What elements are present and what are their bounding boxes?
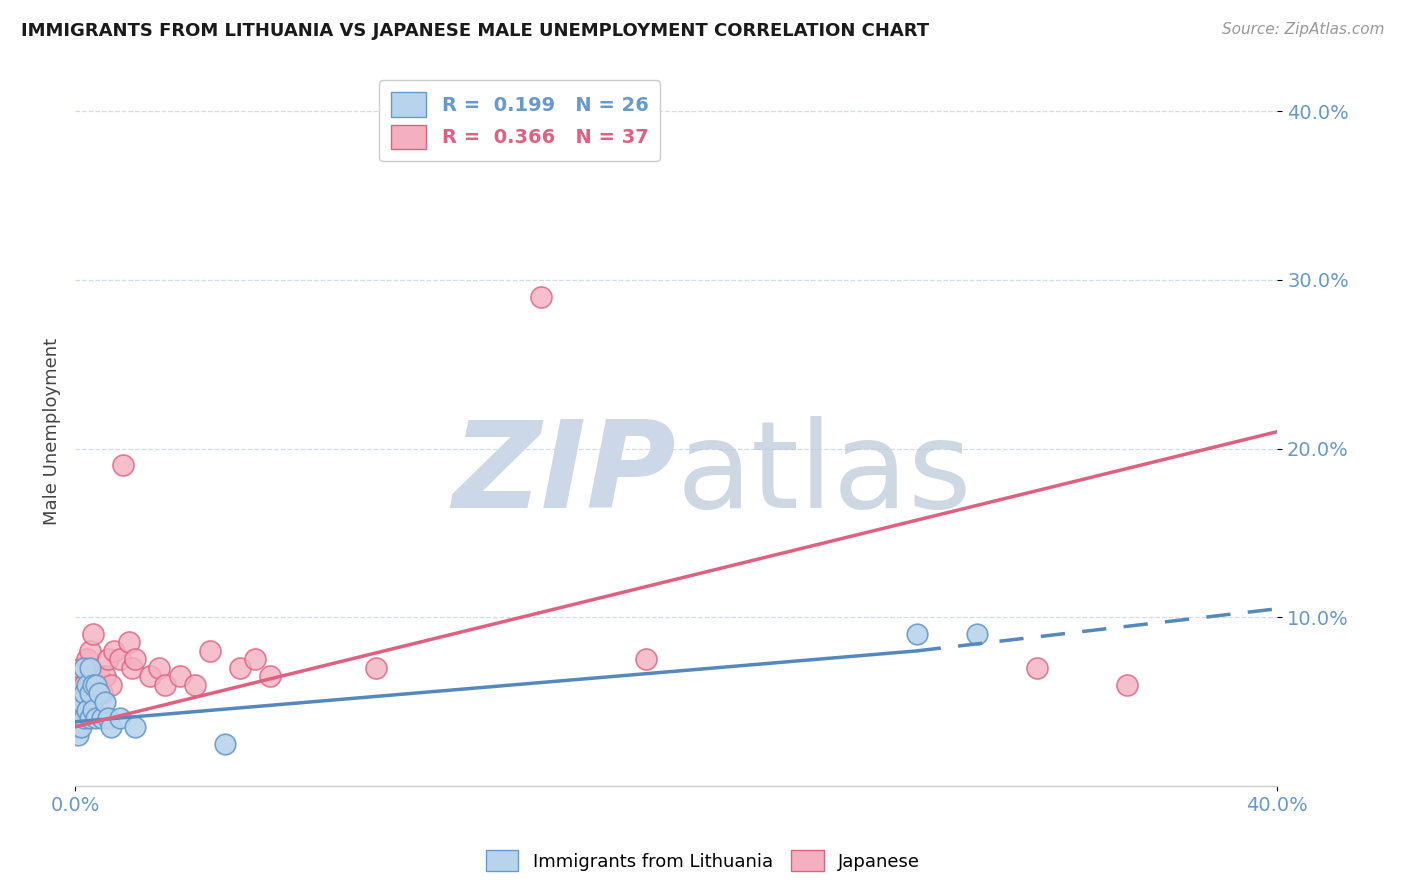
Point	[94, 669, 117, 683]
Point	[259, 669, 281, 683]
Point	[70, 694, 93, 708]
Point	[636, 652, 658, 666]
Point	[79, 711, 101, 725]
Point	[100, 678, 122, 692]
Text: ZIP: ZIP	[453, 416, 676, 533]
Point	[87, 669, 110, 683]
Point	[966, 627, 988, 641]
Point	[66, 703, 89, 717]
Point	[108, 652, 131, 666]
Point	[79, 686, 101, 700]
Point	[82, 627, 104, 641]
Point	[84, 678, 107, 692]
Point	[1025, 661, 1047, 675]
Text: Source: ZipAtlas.com: Source: ZipAtlas.com	[1222, 22, 1385, 37]
Point	[66, 720, 89, 734]
Point	[87, 686, 110, 700]
Point	[79, 678, 101, 692]
Text: IMMIGRANTS FROM LITHUANIA VS JAPANESE MALE UNEMPLOYMENT CORRELATION CHART: IMMIGRANTS FROM LITHUANIA VS JAPANESE MA…	[21, 22, 929, 40]
Legend: Immigrants from Lithuania, Japanese: Immigrants from Lithuania, Japanese	[479, 843, 927, 879]
Point	[73, 711, 96, 725]
Text: atlas: atlas	[676, 416, 972, 533]
Point	[76, 652, 98, 666]
Point	[530, 290, 553, 304]
Point	[84, 678, 107, 692]
Point	[82, 669, 104, 683]
Point	[82, 703, 104, 717]
Point	[103, 644, 125, 658]
Point	[139, 669, 162, 683]
Point	[184, 678, 207, 692]
Point	[905, 627, 928, 641]
Point	[70, 720, 93, 734]
Point	[76, 678, 98, 692]
Point	[364, 661, 387, 675]
Point	[121, 661, 143, 675]
Legend: R =  0.199   N = 26, R =  0.366   N = 37: R = 0.199 N = 26, R = 0.366 N = 37	[380, 80, 661, 161]
Point	[70, 661, 93, 675]
Point	[108, 711, 131, 725]
Point	[229, 661, 252, 675]
Point	[97, 652, 120, 666]
Point	[79, 644, 101, 658]
Point	[91, 711, 114, 725]
Point	[124, 720, 146, 734]
Point	[66, 678, 89, 692]
Point	[73, 678, 96, 692]
Point	[94, 694, 117, 708]
Point	[66, 728, 89, 742]
Point	[214, 737, 236, 751]
Point	[124, 652, 146, 666]
Point	[245, 652, 267, 666]
Point	[76, 703, 98, 717]
Point	[79, 661, 101, 675]
Point	[70, 694, 93, 708]
Point	[73, 686, 96, 700]
Point	[84, 711, 107, 725]
Point	[153, 678, 176, 692]
Point	[200, 644, 222, 658]
Point	[169, 669, 191, 683]
Y-axis label: Male Unemployment: Male Unemployment	[44, 338, 60, 525]
Point	[118, 635, 141, 649]
Point	[76, 694, 98, 708]
Point	[148, 661, 170, 675]
Point	[91, 686, 114, 700]
Point	[112, 458, 135, 473]
Point	[97, 711, 120, 725]
Point	[100, 720, 122, 734]
Point	[73, 661, 96, 675]
Point	[1116, 678, 1139, 692]
Point	[82, 678, 104, 692]
